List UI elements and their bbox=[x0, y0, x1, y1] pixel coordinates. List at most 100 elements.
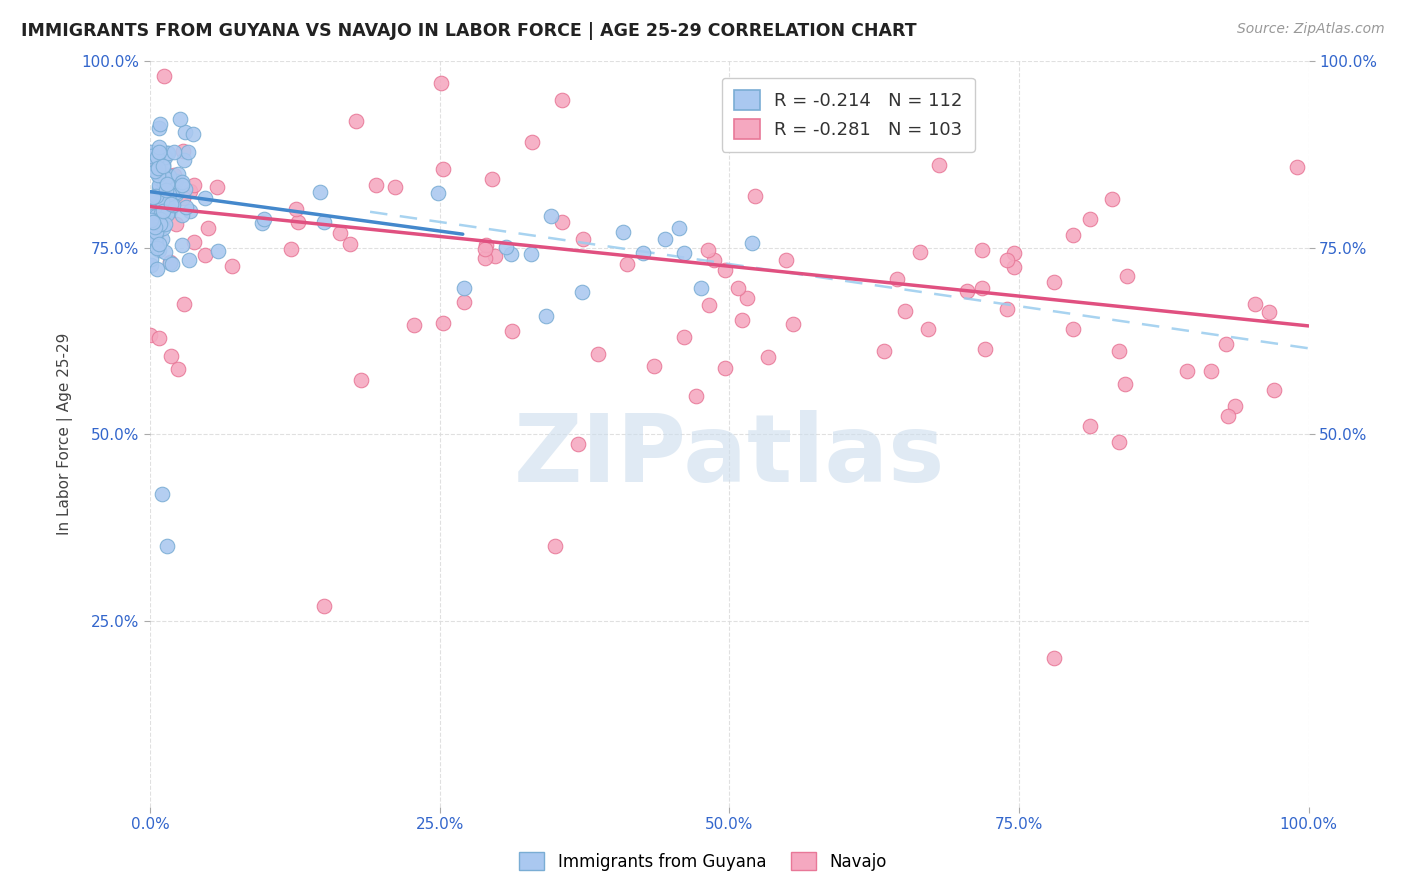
Point bbox=[1263, 384, 1285, 398]
Point bbox=[143, 152, 166, 166]
Point bbox=[141, 212, 163, 227]
Point bbox=[207, 244, 229, 258]
Point bbox=[995, 252, 1018, 267]
Point bbox=[1244, 296, 1267, 310]
Point bbox=[160, 349, 183, 363]
Point bbox=[586, 347, 609, 361]
Point bbox=[1216, 409, 1239, 423]
Point bbox=[150, 165, 173, 179]
Point bbox=[782, 317, 804, 331]
Point bbox=[148, 172, 170, 186]
Point bbox=[339, 237, 361, 252]
Point bbox=[714, 262, 737, 277]
Point bbox=[152, 161, 174, 175]
Point bbox=[995, 302, 1018, 317]
Point bbox=[551, 93, 574, 107]
Point bbox=[643, 359, 665, 373]
Point bbox=[668, 221, 690, 235]
Point bbox=[145, 235, 167, 250]
Point bbox=[141, 258, 163, 272]
Point bbox=[927, 158, 949, 172]
Point bbox=[1080, 212, 1102, 227]
Point bbox=[155, 169, 177, 183]
Point bbox=[148, 178, 170, 192]
Point bbox=[169, 112, 191, 126]
Point bbox=[149, 205, 172, 219]
Point bbox=[145, 226, 167, 240]
Point bbox=[167, 167, 190, 181]
Point bbox=[250, 216, 273, 230]
Point bbox=[571, 285, 593, 300]
Point bbox=[1114, 377, 1136, 392]
Text: Source: ZipAtlas.com: Source: ZipAtlas.com bbox=[1237, 22, 1385, 37]
Point bbox=[172, 178, 194, 192]
Point bbox=[163, 145, 186, 160]
Point bbox=[1062, 228, 1084, 243]
Point bbox=[145, 227, 167, 241]
Point bbox=[731, 313, 754, 327]
Point bbox=[1286, 160, 1309, 174]
Point bbox=[146, 242, 169, 256]
Point bbox=[159, 254, 181, 268]
Point bbox=[534, 310, 557, 324]
Point bbox=[1175, 364, 1198, 378]
Point bbox=[165, 185, 187, 199]
Point bbox=[159, 256, 181, 270]
Point bbox=[284, 202, 307, 217]
Point bbox=[148, 168, 170, 182]
Point bbox=[143, 157, 166, 171]
Point bbox=[475, 238, 498, 252]
Point bbox=[366, 178, 388, 192]
Point bbox=[432, 161, 454, 176]
Point bbox=[156, 207, 179, 221]
Point bbox=[155, 182, 177, 196]
Point bbox=[143, 202, 166, 217]
Point bbox=[453, 294, 475, 309]
Point bbox=[312, 599, 335, 613]
Point bbox=[430, 76, 453, 90]
Point bbox=[139, 327, 162, 342]
Point bbox=[159, 197, 181, 211]
Point bbox=[344, 114, 367, 128]
Point bbox=[194, 248, 217, 262]
Point bbox=[148, 140, 170, 154]
Point bbox=[973, 343, 995, 357]
Point bbox=[152, 221, 174, 235]
Point bbox=[145, 189, 167, 203]
Point bbox=[426, 186, 449, 200]
Point bbox=[727, 280, 749, 294]
Point bbox=[221, 259, 243, 273]
Point bbox=[149, 117, 172, 131]
Point bbox=[1062, 322, 1084, 336]
Point bbox=[287, 215, 309, 229]
Point bbox=[329, 226, 352, 240]
Point bbox=[672, 245, 695, 260]
Point bbox=[174, 200, 197, 214]
Point bbox=[143, 164, 166, 178]
Point bbox=[484, 249, 506, 263]
Point bbox=[520, 136, 543, 150]
Point bbox=[612, 225, 634, 239]
Point bbox=[183, 235, 205, 249]
Point bbox=[167, 361, 190, 376]
Point bbox=[150, 232, 173, 246]
Point bbox=[179, 203, 201, 218]
Point bbox=[152, 159, 174, 173]
Point bbox=[672, 330, 695, 344]
Point bbox=[1042, 650, 1064, 665]
Point bbox=[1101, 192, 1123, 206]
Point bbox=[148, 181, 170, 195]
Point bbox=[172, 191, 194, 205]
Point bbox=[177, 252, 200, 267]
Point bbox=[873, 343, 896, 358]
Point bbox=[146, 150, 169, 164]
Point bbox=[540, 210, 562, 224]
Point bbox=[696, 243, 718, 257]
Point bbox=[654, 232, 676, 246]
Point bbox=[741, 235, 763, 250]
Point bbox=[703, 252, 725, 267]
Point bbox=[148, 120, 170, 135]
Point bbox=[150, 203, 173, 218]
Point bbox=[197, 221, 219, 235]
Point bbox=[474, 251, 496, 265]
